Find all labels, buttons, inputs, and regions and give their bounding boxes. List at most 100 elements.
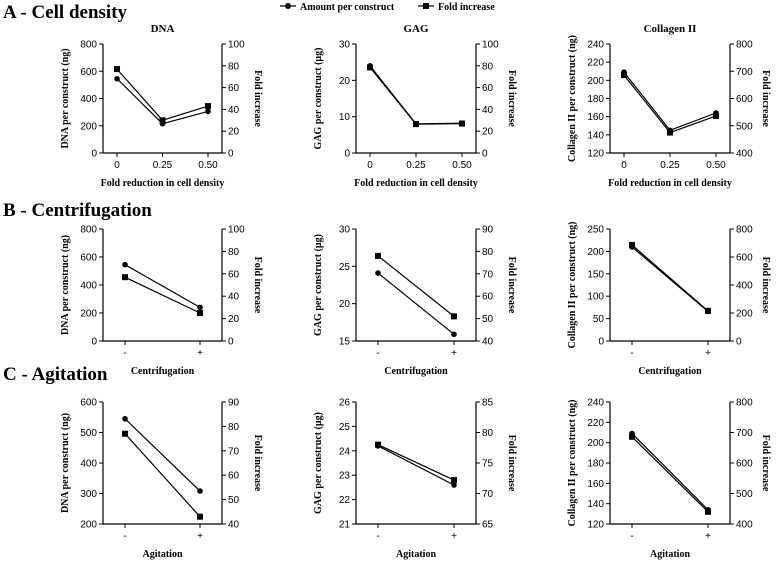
left-tick-label: 22 [339, 495, 351, 506]
right-tick-label: 80 [228, 247, 240, 258]
x-tick-label: 0.25 [153, 160, 173, 171]
left-tick-label: 240 [587, 398, 604, 409]
x-axis-label: Fold reduction in cell density [101, 178, 225, 189]
fold-data-point [122, 274, 128, 281]
chart-panel: 0 200 400 600 800 0 20 40 60 80 100 0 0.25 0.50 DNA Fol… [60, 23, 263, 189]
chart-panel: 120 140 160 180 200 220 240 400 500 600 700 800 - + Ag… [567, 398, 771, 561]
right-tick-label: 400 [736, 281, 753, 292]
left-tick-label: 10 [339, 112, 351, 123]
left-tick-label: 180 [587, 94, 604, 105]
fold-series-line [116, 68, 209, 121]
chart-panel: 0 10 20 30 0 20 40 60 80 100 0 0.25 0.50 GAG Fold redu… [313, 23, 517, 189]
amount-series-line [116, 78, 209, 125]
right-tick-label: 80 [228, 422, 240, 433]
right-tick-label: 20 [228, 127, 240, 138]
right-tick-label: 0 [482, 149, 488, 160]
right-tick-label: 200 [736, 309, 753, 320]
fold-series-line [124, 276, 201, 314]
left-tick-label: 0 [91, 149, 97, 160]
right-axis-label: Fold increase [760, 70, 771, 127]
right-axis-label: Fold increase [252, 257, 263, 314]
right-axis-label: Fold increase [252, 70, 263, 127]
fold-data-point [451, 313, 457, 320]
x-tick-label: + [451, 531, 457, 542]
left-tick-label: 140 [587, 130, 604, 141]
amount-data-point [205, 108, 211, 115]
right-tick-label: 400 [736, 520, 753, 531]
right-tick-label: 40 [228, 520, 240, 531]
chart-panel: 120 140 160 180 200 220 240 400 500 600 700 800 0 0.2… [567, 23, 771, 189]
x-tick-label: 0.25 [406, 160, 426, 171]
left-axis-label: DNA per construct (ng) [60, 48, 71, 148]
right-tick-label: 700 [736, 67, 753, 78]
right-tick-label: 600 [736, 253, 753, 264]
fold-data-point [375, 252, 381, 259]
right-tick-label: 40 [482, 105, 494, 116]
fold-data-point [159, 117, 166, 124]
right-tick-label: 100 [228, 225, 245, 236]
fold-series-line [623, 74, 717, 134]
right-tick-label: 400 [736, 149, 753, 160]
amount-series-line [377, 445, 455, 486]
panel-title: Collagen II [644, 23, 697, 35]
amount-series-line [623, 71, 717, 132]
right-tick-label: 80 [482, 428, 494, 439]
left-tick-label: 600 [80, 253, 97, 264]
fold-series-line [631, 436, 709, 513]
left-axis-label: DNA per construct (ng) [60, 413, 71, 513]
x-tick-label: 0.50 [198, 160, 218, 171]
left-tick-label: 240 [587, 40, 604, 51]
x-tick-label: + [705, 348, 711, 359]
left-tick-label: 25 [339, 422, 351, 433]
left-tick-label: 200 [80, 520, 97, 531]
x-tick-label: + [197, 531, 203, 542]
left-tick-label: 0 [91, 337, 97, 348]
left-axis-label: Collagen II per construct (ng) [567, 399, 578, 526]
left-tick-label: 150 [587, 269, 604, 280]
left-tick-label: 200 [587, 76, 604, 87]
fold-data-point [629, 241, 635, 248]
chart-panel: 15 20 25 30 40 50 60 70 80 90 - +Centrifugation GAG … [313, 225, 517, 378]
left-tick-label: 140 [587, 499, 604, 510]
x-axis-label: Centrifugation [638, 366, 702, 377]
x-tick-label: + [197, 348, 203, 359]
left-axis-label: GAG per construct (μg) [313, 234, 324, 336]
amount-data-point [197, 488, 203, 494]
left-tick-label: 25 [339, 262, 351, 273]
fold-data-point [122, 430, 128, 437]
legend-fold-marker [423, 3, 429, 9]
fold-data-point [197, 310, 203, 316]
right-tick-label: 100 [482, 40, 499, 51]
right-tick-label: 40 [228, 105, 240, 116]
chart-panel: 0 200 400 600 800 0 20 40 60 80 100 - +Centrifugatio… [60, 225, 263, 378]
x-axis-label: Agitation [396, 549, 436, 560]
x-tick-label: - [630, 531, 633, 542]
left-tick-label: 15 [339, 337, 351, 348]
left-tick-label: 300 [80, 489, 97, 500]
x-tick-label: 0.50 [452, 160, 472, 171]
right-axis-label: Fold increase [506, 257, 517, 314]
amount-series-line [369, 65, 463, 125]
right-tick-label: 500 [736, 121, 753, 132]
left-tick-label: 120 [587, 520, 604, 531]
left-tick-label: 30 [339, 40, 351, 51]
x-tick-label: 0.25 [660, 160, 680, 171]
x-axis-label: Agitation [143, 549, 183, 560]
fold-data-point [713, 112, 719, 119]
x-tick-label: - [630, 348, 633, 359]
right-tick-label: 70 [482, 269, 494, 280]
left-tick-label: 160 [587, 479, 604, 490]
right-tick-label: 70 [482, 489, 494, 500]
right-tick-label: 70 [228, 446, 240, 457]
right-tick-label: 80 [482, 247, 494, 258]
right-tick-label: 20 [482, 127, 494, 138]
fold-series-line [377, 255, 455, 317]
right-tick-label: 50 [482, 314, 494, 325]
left-tick-label: 0 [598, 337, 604, 348]
right-tick-label: 90 [228, 398, 240, 409]
left-tick-label: 120 [587, 149, 604, 160]
fold-data-point [629, 433, 635, 440]
amount-data-point [451, 331, 457, 338]
amount-data-point [375, 270, 381, 276]
